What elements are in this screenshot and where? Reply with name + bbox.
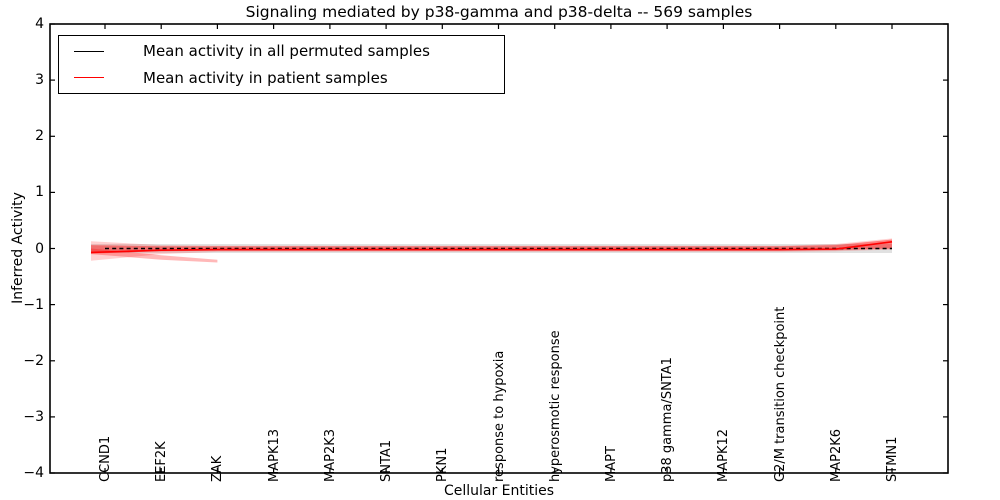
y-tick-label: 2	[35, 128, 44, 145]
y-tick-label: −1	[23, 296, 44, 313]
permuted-std-band	[91, 244, 892, 253]
y-tick-label: 0	[35, 240, 44, 257]
chart-title: Signaling mediated by p38-gamma and p38-…	[245, 3, 753, 21]
x-tick-label: MAPK12	[716, 428, 732, 482]
permuted-line-sample	[74, 50, 104, 52]
x-tick-label: CCND1	[98, 435, 113, 482]
x-tick-label: G2/M transition checkpoint	[772, 306, 788, 482]
legend: Mean activity in all permuted samples Me…	[58, 35, 505, 94]
x-tick-label: ZAK	[210, 455, 226, 482]
x-tick-label: EEF2K	[154, 441, 170, 482]
x-tick-label: SNTA1	[379, 439, 395, 482]
y-tick-label: 3	[35, 72, 44, 89]
x-tick-label: response to hypoxia	[491, 350, 507, 482]
x-tick-label: MAP2K6	[828, 428, 844, 482]
x-tick-label: MAPT	[603, 446, 619, 482]
x-tick-label: STMN1	[885, 436, 900, 482]
x-axis-label: Cellular Entities	[443, 483, 555, 499]
legend-label-permuted: Mean activity in all permuted samples	[143, 42, 430, 61]
x-tick-label: MAP2K3	[322, 428, 338, 482]
x-tick-label: hyperosmotic response	[547, 330, 563, 482]
x-tick-label: PKN1	[435, 447, 451, 482]
y-tick-label: −3	[23, 408, 44, 425]
x-tick-label: p38 gamma/SNTA1	[660, 357, 676, 482]
legend-entry-permuted: Mean activity in all permuted samples	[59, 38, 504, 64]
x-tick-label: MAPK13	[266, 428, 282, 482]
legend-entry-patient: Mean activity in patient samples	[59, 65, 504, 91]
patient-line-sample	[74, 77, 104, 79]
legend-label-patient: Mean activity in patient samples	[143, 68, 388, 87]
patient-mean-line	[90, 241, 893, 254]
y-tick-label: −4	[23, 465, 44, 481]
y-tick-label: 4	[35, 16, 44, 32]
y-tick-label: 1	[35, 184, 44, 201]
y-tick-label: −2	[23, 352, 44, 369]
